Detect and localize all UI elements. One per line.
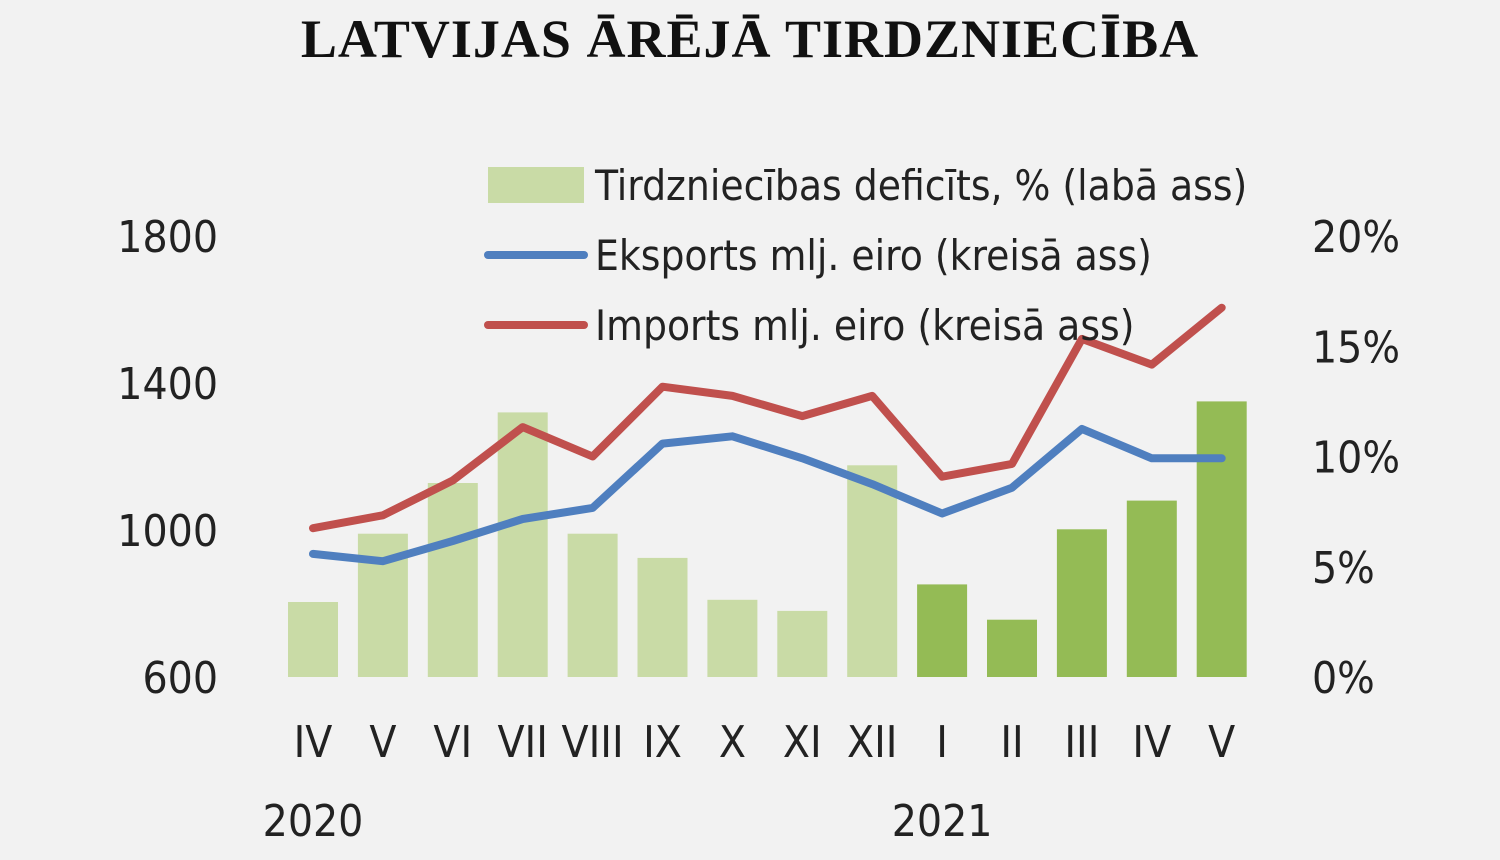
bar-deficit-11 — [1056, 529, 1107, 677]
y-right-tick-label: 5% — [1312, 543, 1375, 594]
x-tick-label: V — [1208, 717, 1235, 768]
bar-deficit-6 — [707, 599, 758, 677]
y-right-tick-label: 20% — [1312, 212, 1400, 263]
x-tick-label: VIII — [562, 717, 624, 768]
bar-deficit-3 — [497, 412, 548, 677]
x-tick-label: XII — [847, 717, 897, 768]
line-export — [309, 424, 1226, 566]
legend-label: Tirdzniecības deficīts, % (labā ass) — [594, 161, 1247, 210]
y-right-tick-label: 10% — [1312, 433, 1400, 484]
chart-title: LATVIJAS ĀRĒJĀ TIRDZNIECĪBA — [300, 9, 1200, 69]
x-tick-label: VII — [497, 717, 547, 768]
y-right-tick-label: 0% — [1312, 653, 1375, 704]
bar-deficit-10 — [987, 619, 1037, 677]
bar-deficit-7 — [777, 610, 828, 677]
legend-label: Imports mlj. eiro (kreisā ass) — [595, 301, 1134, 350]
x-tick-label: XI — [783, 717, 822, 768]
x-tick-label: III — [1064, 717, 1099, 768]
x-year-label: 2021 — [892, 796, 993, 847]
y-left-tick-label: 1400 — [117, 359, 218, 410]
bar-deficit-8 — [847, 465, 898, 677]
bar-deficit-9 — [917, 584, 968, 677]
y-left-tick-label: 600 — [142, 653, 218, 704]
bar-deficit-4 — [567, 533, 618, 677]
y-right-tick-label: 15% — [1312, 322, 1400, 373]
bar-deficit-0 — [288, 602, 338, 677]
x-tick-label: X — [719, 717, 746, 768]
x-tick-label: VI — [433, 717, 472, 768]
bar-deficit-12 — [1126, 500, 1177, 677]
x-tick-label: IV — [1132, 717, 1171, 768]
x-tick-label: IV — [294, 717, 333, 768]
x-tick-label: V — [369, 717, 396, 768]
x-tick-label: I — [936, 717, 948, 768]
x-year-label: 2020 — [263, 796, 364, 847]
bar-deficit-13 — [1196, 401, 1247, 677]
line-import — [309, 303, 1226, 533]
x-tick-label: IX — [643, 717, 682, 768]
legend-swatch-deficit — [488, 167, 584, 203]
bar-deficit-2 — [427, 483, 478, 677]
x-tick-label: II — [1000, 717, 1023, 768]
legend-label: Eksports mlj. eiro (kreisā ass) — [595, 231, 1152, 280]
bar-deficit-5 — [637, 557, 688, 677]
y-left-tick-label: 1800 — [117, 212, 218, 263]
y-left-tick-label: 1000 — [117, 506, 218, 557]
